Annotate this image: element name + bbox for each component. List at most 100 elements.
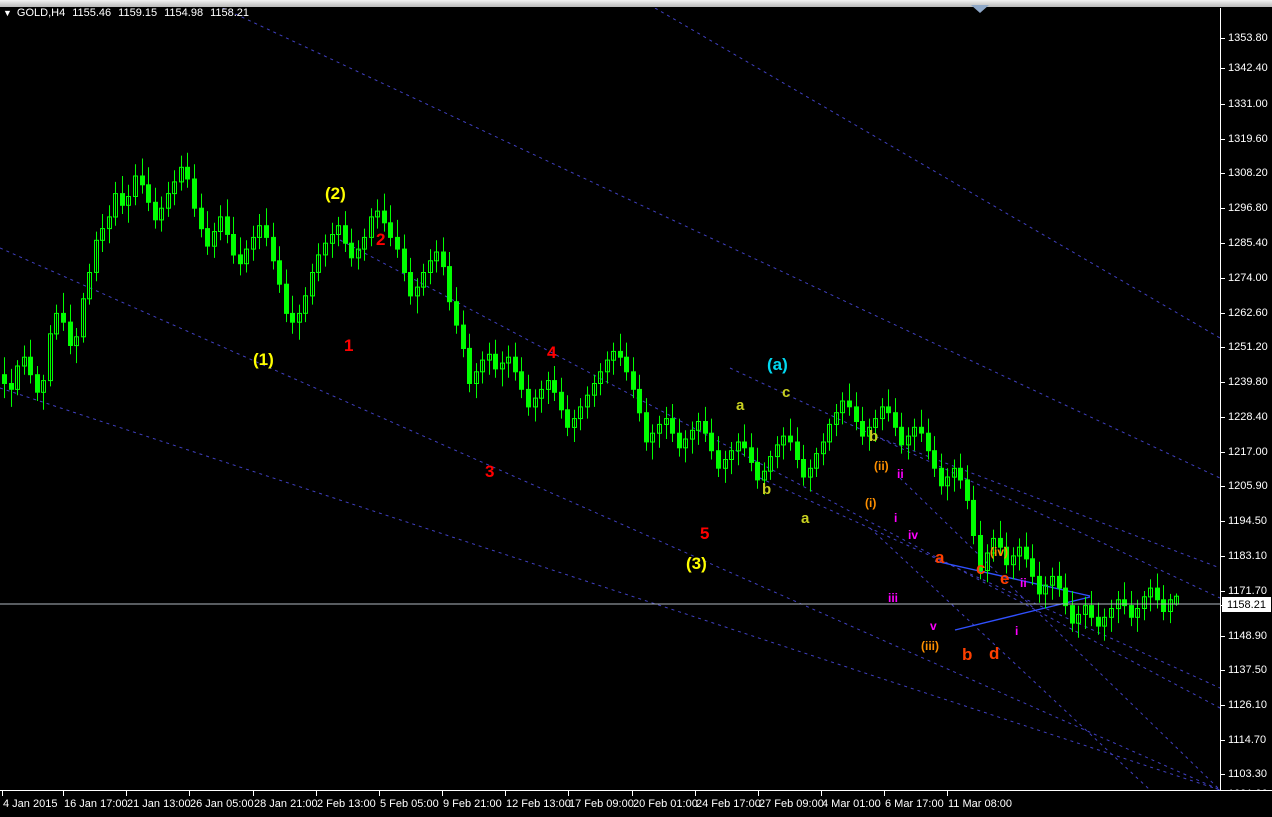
wave-label[interactable]: (ii) [874,459,889,473]
wave-label[interactable]: v [930,619,937,633]
candle-body [965,479,970,501]
candle-body [493,353,498,370]
price-tick-label: 1262.60 [1228,307,1268,319]
wave-label[interactable]: (a) [767,355,788,374]
tick-mark [1221,635,1225,637]
price-tick: 1126.10 [1221,699,1267,711]
wave-label[interactable]: (2) [325,184,346,203]
candle-body [231,234,236,256]
wave-label[interactable]: c [782,384,791,401]
wave-label[interactable]: ii [1020,576,1027,590]
candle-body [736,441,741,452]
candle-body [519,371,524,390]
wave-label[interactable]: (iv) [990,545,1008,559]
candle-body [526,388,531,408]
candle-body [939,467,944,487]
wave-label[interactable]: a [935,548,945,567]
price-tick-label: 1251.20 [1228,341,1268,353]
trendline[interactable] [879,437,1220,569]
triangle-line[interactable] [954,596,1091,631]
wave-label[interactable]: ii [897,467,904,481]
time-axis[interactable]: 4 Jan 2015 16 Jan 17:00 21 Jan 13:00 26 Jan… [0,790,1272,817]
wave-label[interactable]: d [989,644,1000,663]
price-tick: 1183.10 [1221,550,1267,562]
trendline[interactable] [899,477,1220,790]
wave-label[interactable]: b [869,428,879,445]
tick-mark [1221,669,1225,671]
trendline[interactable] [759,477,1220,689]
wave-label[interactable]: a [801,510,810,527]
tick-mark [1221,416,1225,418]
candle-body [349,242,354,259]
price-tick: 1274.00 [1221,272,1268,284]
candle-body [408,272,413,297]
wave-label[interactable]: b [962,645,973,664]
tick-mark [189,791,190,796]
chevron-down-icon[interactable]: ▼ [3,7,12,18]
wave-label[interactable]: 2 [376,230,386,249]
wave-label[interactable]: (3) [686,554,707,573]
time-tick-label: 4 Mar 01:00 [822,798,881,810]
price-tick: 1148.90 [1221,630,1267,642]
candle-body [1168,599,1173,612]
time-tick-label: 16 Jan 17:00 [64,798,128,810]
wave-label[interactable]: 1 [344,336,354,355]
candle-body [709,432,714,452]
time-tick-label: 5 Feb 05:00 [380,798,439,810]
chart-plot-area[interactable]: (2) (1) (3) 2 1 3 4 5 (a) a c b b a (ii) (i) (iii) (iv) ii… [0,8,1220,790]
trendline[interactable] [654,8,1220,339]
time-tick-label: 2 Feb 13:00 [317,798,376,810]
candle-body [120,193,125,206]
time-tick-label: 26 Jan 05:00 [190,798,254,810]
candle-body [22,356,27,367]
wave-label[interactable]: (iii) [921,639,939,653]
price-axis[interactable]: 1353.80 1342.40 1331.00 1319.60 1308.20 1296.… [1220,8,1272,800]
candle-body [179,166,184,183]
tick-mark [758,791,759,796]
candle-body [330,234,335,244]
candle-body [113,193,118,218]
candle-body [683,438,688,449]
time-tick-label: 20 Feb 01:00 [633,798,698,810]
current-price-badge: 1158.21 [1222,597,1271,612]
wave-label[interactable]: 5 [700,524,710,543]
candle-body [474,371,479,384]
candle-body [159,207,164,221]
candle-body [1155,587,1160,601]
candle-body [847,400,852,408]
price-tick-label: 1285.40 [1228,237,1268,249]
candle-body [801,459,806,478]
trendline[interactable] [869,527,1151,790]
candle-body [100,228,105,241]
candle-body [153,201,158,221]
wave-label[interactable]: (1) [253,350,274,369]
wave-label[interactable]: iii [888,591,899,605]
candle-body [506,356,511,364]
wave-label[interactable]: c [976,559,986,578]
trendline[interactable] [0,247,1220,790]
wave-label[interactable]: 4 [547,343,557,362]
wave-label[interactable]: a [736,397,745,414]
wave-label[interactable]: (i) [865,496,877,510]
candle-body [860,421,865,437]
candle-body [395,236,400,250]
candle-body [1070,605,1075,624]
candle-body [415,286,420,297]
wave-label[interactable]: 3 [485,462,495,481]
tick-mark [505,791,506,796]
wave-label[interactable]: i [894,511,898,525]
candle-body [54,312,59,335]
candle-body [487,353,492,361]
candle-body [755,461,760,481]
trendline[interactable] [339,239,1220,709]
wave-label[interactable]: i [1015,624,1019,638]
wave-label[interactable]: b [762,481,772,498]
tick-mark [1221,451,1225,453]
quote-low: 1154.98 [164,7,204,19]
trendline[interactable] [210,8,1220,479]
candle-body [912,426,917,437]
wave-label[interactable]: iv [908,528,919,542]
triangle-down-icon[interactable] [971,5,989,13]
wave-label[interactable]: e [1000,569,1010,588]
